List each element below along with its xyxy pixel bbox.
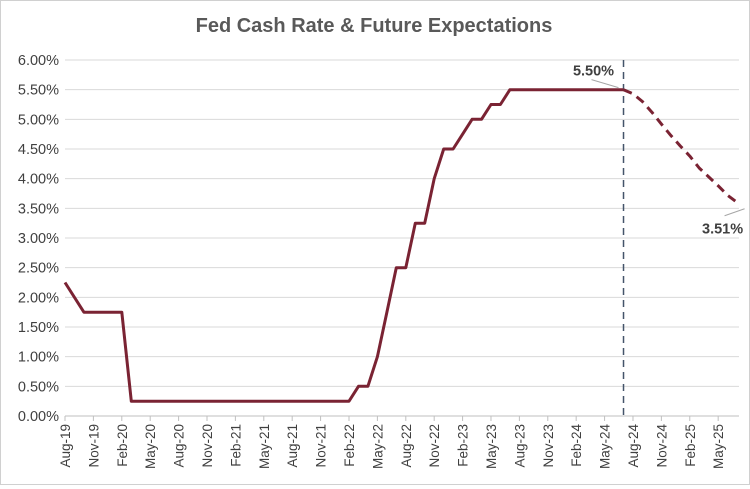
annotation-end-value: 3.51%: [702, 222, 743, 238]
x-tick-label: Nov-23: [541, 424, 556, 468]
x-tick-label: Aug-19: [58, 424, 73, 468]
x-tick-label: Nov-24: [654, 424, 669, 468]
annotation-start-value: 5.50%: [573, 64, 614, 80]
y-axis-ticks: 0.00% 0.50% 1.00% 1.50% 2.00% 2.50% 3.00% 3.50%…: [18, 53, 59, 425]
annotation-leader: [591, 79, 619, 89]
y-tick-label: 4.00%: [18, 172, 59, 188]
x-tick-label: May-24: [598, 424, 613, 470]
y-tick-label: 6.00%: [18, 53, 59, 69]
y-tick-label: 5.50%: [18, 83, 59, 99]
y-tick-label: 3.50%: [18, 201, 59, 217]
x-tick-label: Aug-24: [626, 424, 641, 468]
y-tick-label: 3.00%: [18, 231, 59, 247]
y-tick-label: 2.50%: [18, 261, 59, 277]
y-tick-label: 2.00%: [18, 290, 59, 306]
x-tick-label: Feb-20: [115, 424, 130, 467]
x-tick-label: Feb-21: [228, 424, 243, 467]
actual-rate-line: [63, 88, 624, 403]
expected-rate-line: [622, 88, 738, 204]
x-tick-label: Feb-22: [342, 424, 357, 467]
y-tick-label: 0.50%: [18, 379, 59, 395]
x-tick-label: May-25: [711, 424, 726, 469]
y-tick-label: 1.50%: [18, 320, 59, 336]
x-tick-label: Nov-19: [86, 424, 101, 468]
y-tick-label: 1.00%: [18, 350, 59, 366]
x-axis: Aug-19 Nov-19 Feb-20 May-20 Aug-20 Nov-20 Feb-…: [58, 415, 739, 470]
x-tick-label: Aug-22: [399, 424, 414, 468]
x-tick-label: May-21: [257, 424, 272, 469]
x-tick-label: Nov-21: [314, 424, 329, 468]
x-tick-label: Aug-20: [172, 424, 187, 468]
x-tick-label: Nov-20: [200, 424, 215, 468]
y-tick-label: 0.00%: [18, 409, 59, 425]
chart-title: Fed Cash Rate & Future Expectations: [196, 15, 553, 37]
x-tick-label: May-20: [143, 424, 158, 469]
y-tick-label: 5.00%: [18, 112, 59, 128]
series-lines: [63, 88, 738, 403]
x-tick-label: Feb-23: [456, 424, 471, 467]
x-tick-label: Aug-21: [285, 424, 300, 468]
x-tick-label: Feb-24: [569, 424, 584, 467]
y-tick-label: 4.50%: [18, 142, 59, 158]
x-tick-label: Aug-23: [512, 424, 527, 468]
gridlines: [65, 59, 739, 417]
annotations: 5.50% 3.51%: [573, 64, 745, 238]
x-tick-label: Nov-22: [427, 424, 442, 468]
x-tick-label: May-23: [484, 424, 499, 469]
x-tick-label: May-22: [370, 424, 385, 469]
x-tick-label: Feb-25: [683, 424, 698, 467]
annotation-leader: [724, 208, 745, 217]
